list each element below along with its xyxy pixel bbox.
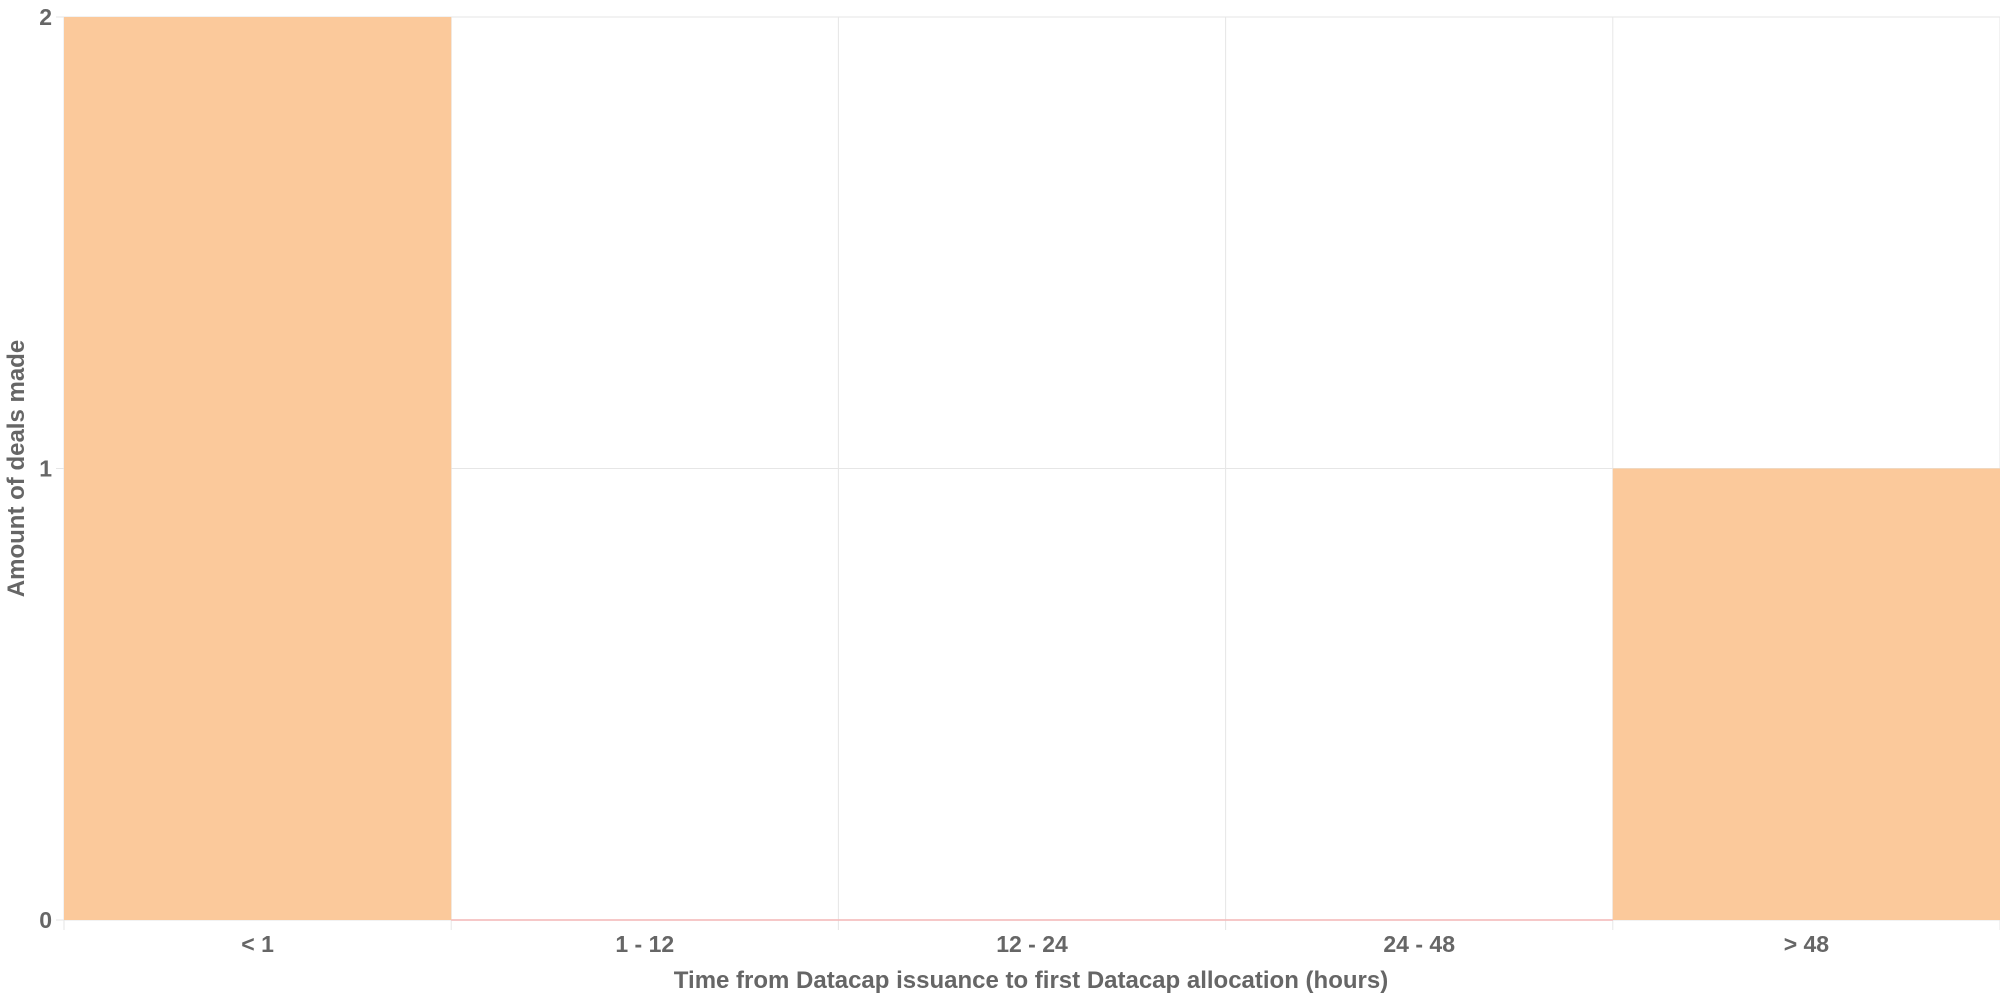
- x-tick-label: 24 - 48: [1383, 931, 1455, 957]
- bars: [64, 17, 2000, 921]
- y-tick-label: 0: [39, 907, 52, 933]
- x-axis-title: Time from Datacap issuance to first Data…: [674, 967, 1388, 994]
- bar: [64, 17, 452, 920]
- y-axis-title: Amount of deals made: [3, 340, 30, 597]
- y-tick-label: 1: [39, 456, 52, 482]
- x-tick-label: < 1: [241, 931, 274, 957]
- y-tick-label: 2: [39, 4, 52, 30]
- x-tick-label: 1 - 12: [615, 931, 674, 957]
- x-tick-label: 12 - 24: [996, 931, 1068, 957]
- tick-labels: 0 1 2 < 1 1 - 12 12 - 24 24 - 48 > 48: [39, 4, 1829, 957]
- x-tick-label: > 48: [1784, 931, 1830, 957]
- bar: [1612, 468, 2000, 920]
